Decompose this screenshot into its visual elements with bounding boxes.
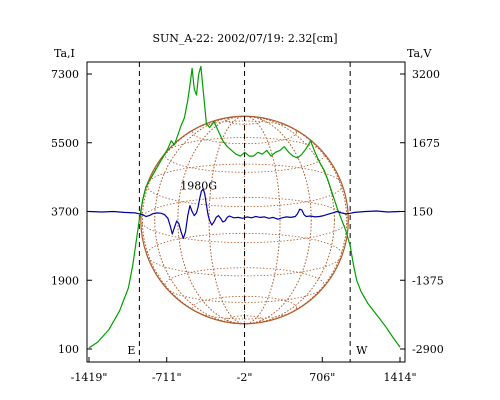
y-left-tick-label: 100 [58, 343, 79, 356]
x-tick-label: -2" [237, 371, 253, 384]
y-right-tick-label: 1675 [412, 137, 440, 150]
limb-marker-label: W [356, 344, 368, 357]
y-left-tick-label: 3700 [51, 206, 79, 219]
y-right-axis-label: Ta,V [407, 47, 433, 60]
x-tick-label: -711" [152, 371, 182, 384]
annotation-label: 1980G [180, 179, 217, 192]
y-left-axis-label: Ta,I [54, 47, 75, 60]
y-left-tick-label: 1900 [51, 274, 79, 287]
x-tick-label: 706" [309, 371, 335, 384]
latitude-line [192, 120, 297, 145]
chart-title: SUN_A-22: 2002/07/19: 2.32[cm] [152, 32, 337, 45]
x-tick-label: 1414" [383, 371, 416, 384]
y-right-tick-label: -2900 [412, 343, 444, 356]
y-right-tick-label: 150 [412, 206, 433, 219]
y-left-tick-label: 5500 [51, 137, 79, 150]
latitude-line [192, 295, 297, 320]
polarization-series-line [88, 188, 401, 240]
y-right-tick-label: 3200 [412, 68, 440, 81]
limb-marker-label: E [127, 344, 135, 357]
x-tick-label: -1419" [71, 371, 108, 384]
longitude-line [141, 115, 348, 325]
longitude-line [177, 115, 312, 325]
intensity-series-line [88, 65, 401, 349]
y-left-tick-label: 7300 [51, 68, 79, 81]
y-right-tick-label: -1375 [412, 274, 444, 287]
plot-area: E W -1419" -711" -2" 706" 1414" 7300 5500 3700 190… [51, 61, 444, 384]
